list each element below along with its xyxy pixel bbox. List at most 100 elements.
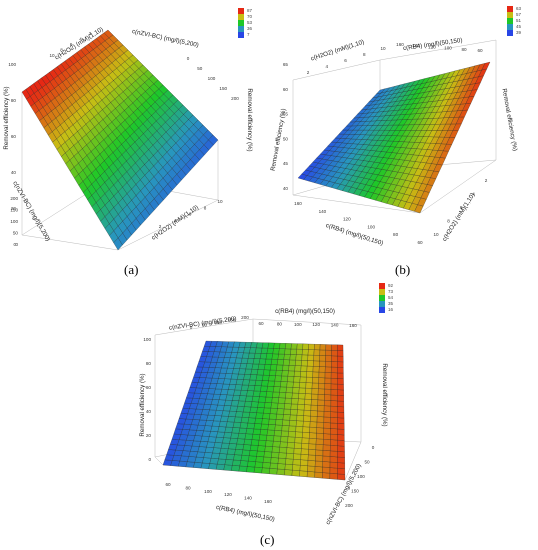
legend-value: 51 [516,18,522,23]
surface-cell [286,447,295,454]
surface-cell [330,389,338,396]
surface-cell [289,420,297,427]
surface-cell [238,427,248,434]
surface-mesh [297,61,491,214]
surface-cell [280,430,289,437]
z-axis-title-right: Removal efficiency (%) [246,88,253,151]
surface-cell [282,364,290,371]
surface-cell [325,361,332,368]
surface-cell [291,392,300,399]
z-ticks-label: 80 [11,98,17,103]
surface-cell [304,393,312,400]
surface-cell [209,458,219,465]
x-ticks-label: 4 [325,64,328,69]
y-ticks-label: 80 [277,321,283,326]
y-ticks-label: 50 [13,231,19,236]
legend-b: 63 57 51 45 39 [507,6,521,36]
box-edge-4 [21,234,119,251]
surface-cell [306,371,314,378]
surface-cell [277,463,286,470]
surface-cell [310,415,318,423]
legend-swatch [507,30,513,36]
surface-cell [214,436,224,444]
surface-cell [322,444,331,451]
surface-cell [294,437,303,444]
surface-cell [313,349,321,356]
surface-cell [252,428,262,435]
y-ticks-label: 150 [219,86,227,91]
legend-value: 53 [247,20,253,25]
surface-cell [316,416,325,423]
surface-cell [308,449,316,456]
surface-cell [309,426,317,434]
y-ticks-label: 160 [264,499,272,504]
legend-swatch [507,12,513,18]
surface-cell [317,410,325,418]
surface-cell [481,61,491,71]
surface-cell [272,348,280,355]
surface-cell [246,422,256,430]
box-edge-4 [419,159,497,214]
x-ticks-label: 8 [447,219,450,224]
surface-cell [337,434,345,441]
surface-cell [284,403,292,410]
surface-cell [301,354,309,361]
surface-cell [307,354,314,361]
surface-cell [250,401,259,408]
surface-cell [278,452,287,459]
surface-cell [331,344,338,351]
surface-cell [217,426,227,433]
x-ticks-label: 6 [460,205,463,210]
surface-cell [269,364,278,371]
surface-cell [262,369,271,376]
surface-cell [317,394,325,401]
surface-cell [300,459,309,466]
surface-cell [312,371,320,378]
surface-cell [308,343,315,350]
surface-cell [252,390,261,397]
x-ticks-label: 2 [485,178,488,183]
surface-cell [224,459,234,466]
y-ticks-label: 80 [185,485,191,490]
legend-value: 16 [388,307,394,312]
surface-cell [217,458,227,465]
surface-cell [323,427,331,435]
surface-cell [223,432,233,439]
surface-cell [232,421,242,429]
surface-cell [254,347,263,354]
surface-cell [337,350,344,357]
surface-cell [284,397,293,405]
surface-cell [302,426,310,433]
surface-cell [300,454,309,461]
surface-cell [324,383,332,390]
surface-cell [313,360,320,367]
surface-cell [262,374,270,381]
surface-cell [227,416,236,423]
z-ticks-label: 60 [11,134,17,139]
surface-cell [318,366,326,373]
surface-cell [269,407,278,415]
surface-cell [269,369,277,376]
surface-cell [300,371,307,378]
surface-cell [245,395,254,402]
surface-cell [247,460,256,468]
z-ticks-label: 50 [283,136,289,141]
surface-cell [331,350,338,357]
surface-cell [305,387,313,395]
x-ticks-label: 200 [345,503,353,508]
surface-cell [257,363,266,370]
surface-cell [242,406,252,413]
legend-swatch [238,8,244,14]
surface-mesh [162,340,346,481]
z-ticks-label: 20 [11,206,17,211]
surface-cell [224,426,234,433]
plot-group: 2 4 6 8 10 60 80 100 120 140 160 40 45 50 55 60 65 60 80 10… [270,37,519,247]
surface-cell [235,411,244,418]
surface-cell [322,455,331,463]
surface-cell [291,469,301,477]
surface-cell [329,467,338,474]
surface-cell [290,348,297,355]
surface-plot-c: 0 50 100 150 200 60 80 100 120 140 160 0 20 40 60 80 100… [139,308,388,526]
surface-cell [239,422,249,429]
surface-cell [269,462,279,470]
